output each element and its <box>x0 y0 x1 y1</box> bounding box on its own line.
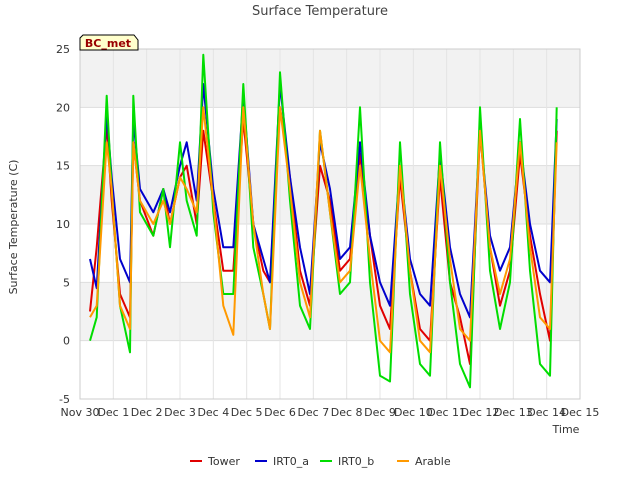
legend-label-arable: Arable <box>415 455 451 468</box>
y-tick-label: 25 <box>56 43 70 56</box>
x-tick-label: Dec 12 <box>461 406 500 419</box>
x-tick-label: Dec 13 <box>494 406 533 419</box>
x-tick-label: Dec 7 <box>297 406 329 419</box>
legend-label-tower: Tower <box>207 455 240 468</box>
y-tick-label: 10 <box>56 218 70 231</box>
y-tick-label: 0 <box>63 335 70 348</box>
series-layer <box>89 53 558 389</box>
x-tick-label: Dec 3 <box>164 406 196 419</box>
x-axis-label: Time <box>552 423 580 436</box>
y-axis-label: Surface Temperature (C) <box>7 160 20 295</box>
plot-band <box>80 107 580 166</box>
x-tick-label: Dec 11 <box>427 406 466 419</box>
x-tick-label: Dec 10 <box>394 406 433 419</box>
legend: Tower IRT0_a IRT0_b Arable <box>190 455 451 468</box>
y-axis-ticks: -5 0 5 10 15 20 25 <box>56 43 70 406</box>
station-label: BC_met <box>85 37 131 50</box>
x-tick-label: Nov 30 <box>61 406 100 419</box>
plot-band <box>80 340 580 399</box>
y-tick-label: 15 <box>56 160 70 173</box>
x-tick-label: Dec 9 <box>364 406 396 419</box>
y-tick-label: 5 <box>63 276 70 289</box>
x-tick-label: Dec 1 <box>97 406 129 419</box>
station-label-box: BC_met <box>79 34 139 51</box>
plot-frame <box>79 48 581 400</box>
series-line-arable <box>89 106 558 354</box>
station-label-background <box>79 34 139 51</box>
x-tick-label: Dec 6 <box>264 406 296 419</box>
x-tick-label: Dec 2 <box>131 406 163 419</box>
y-tick-label: -5 <box>59 393 70 406</box>
plot-band <box>80 49 580 108</box>
x-tick-label: Dec 14 <box>527 406 566 419</box>
x-tick-label: Dec 15 <box>561 406 600 419</box>
x-tick-label: Dec 8 <box>331 406 363 419</box>
x-tick-label: Dec 4 <box>197 406 229 419</box>
plot-band <box>80 224 580 283</box>
legend-label-irt0-a: IRT0_a <box>273 455 309 468</box>
x-tick-label: Dec 5 <box>231 406 263 419</box>
legend-label-irt0-b: IRT0_b <box>338 455 374 468</box>
chart-title: Surface Temperature <box>252 4 388 19</box>
y-tick-label: 20 <box>56 101 70 114</box>
